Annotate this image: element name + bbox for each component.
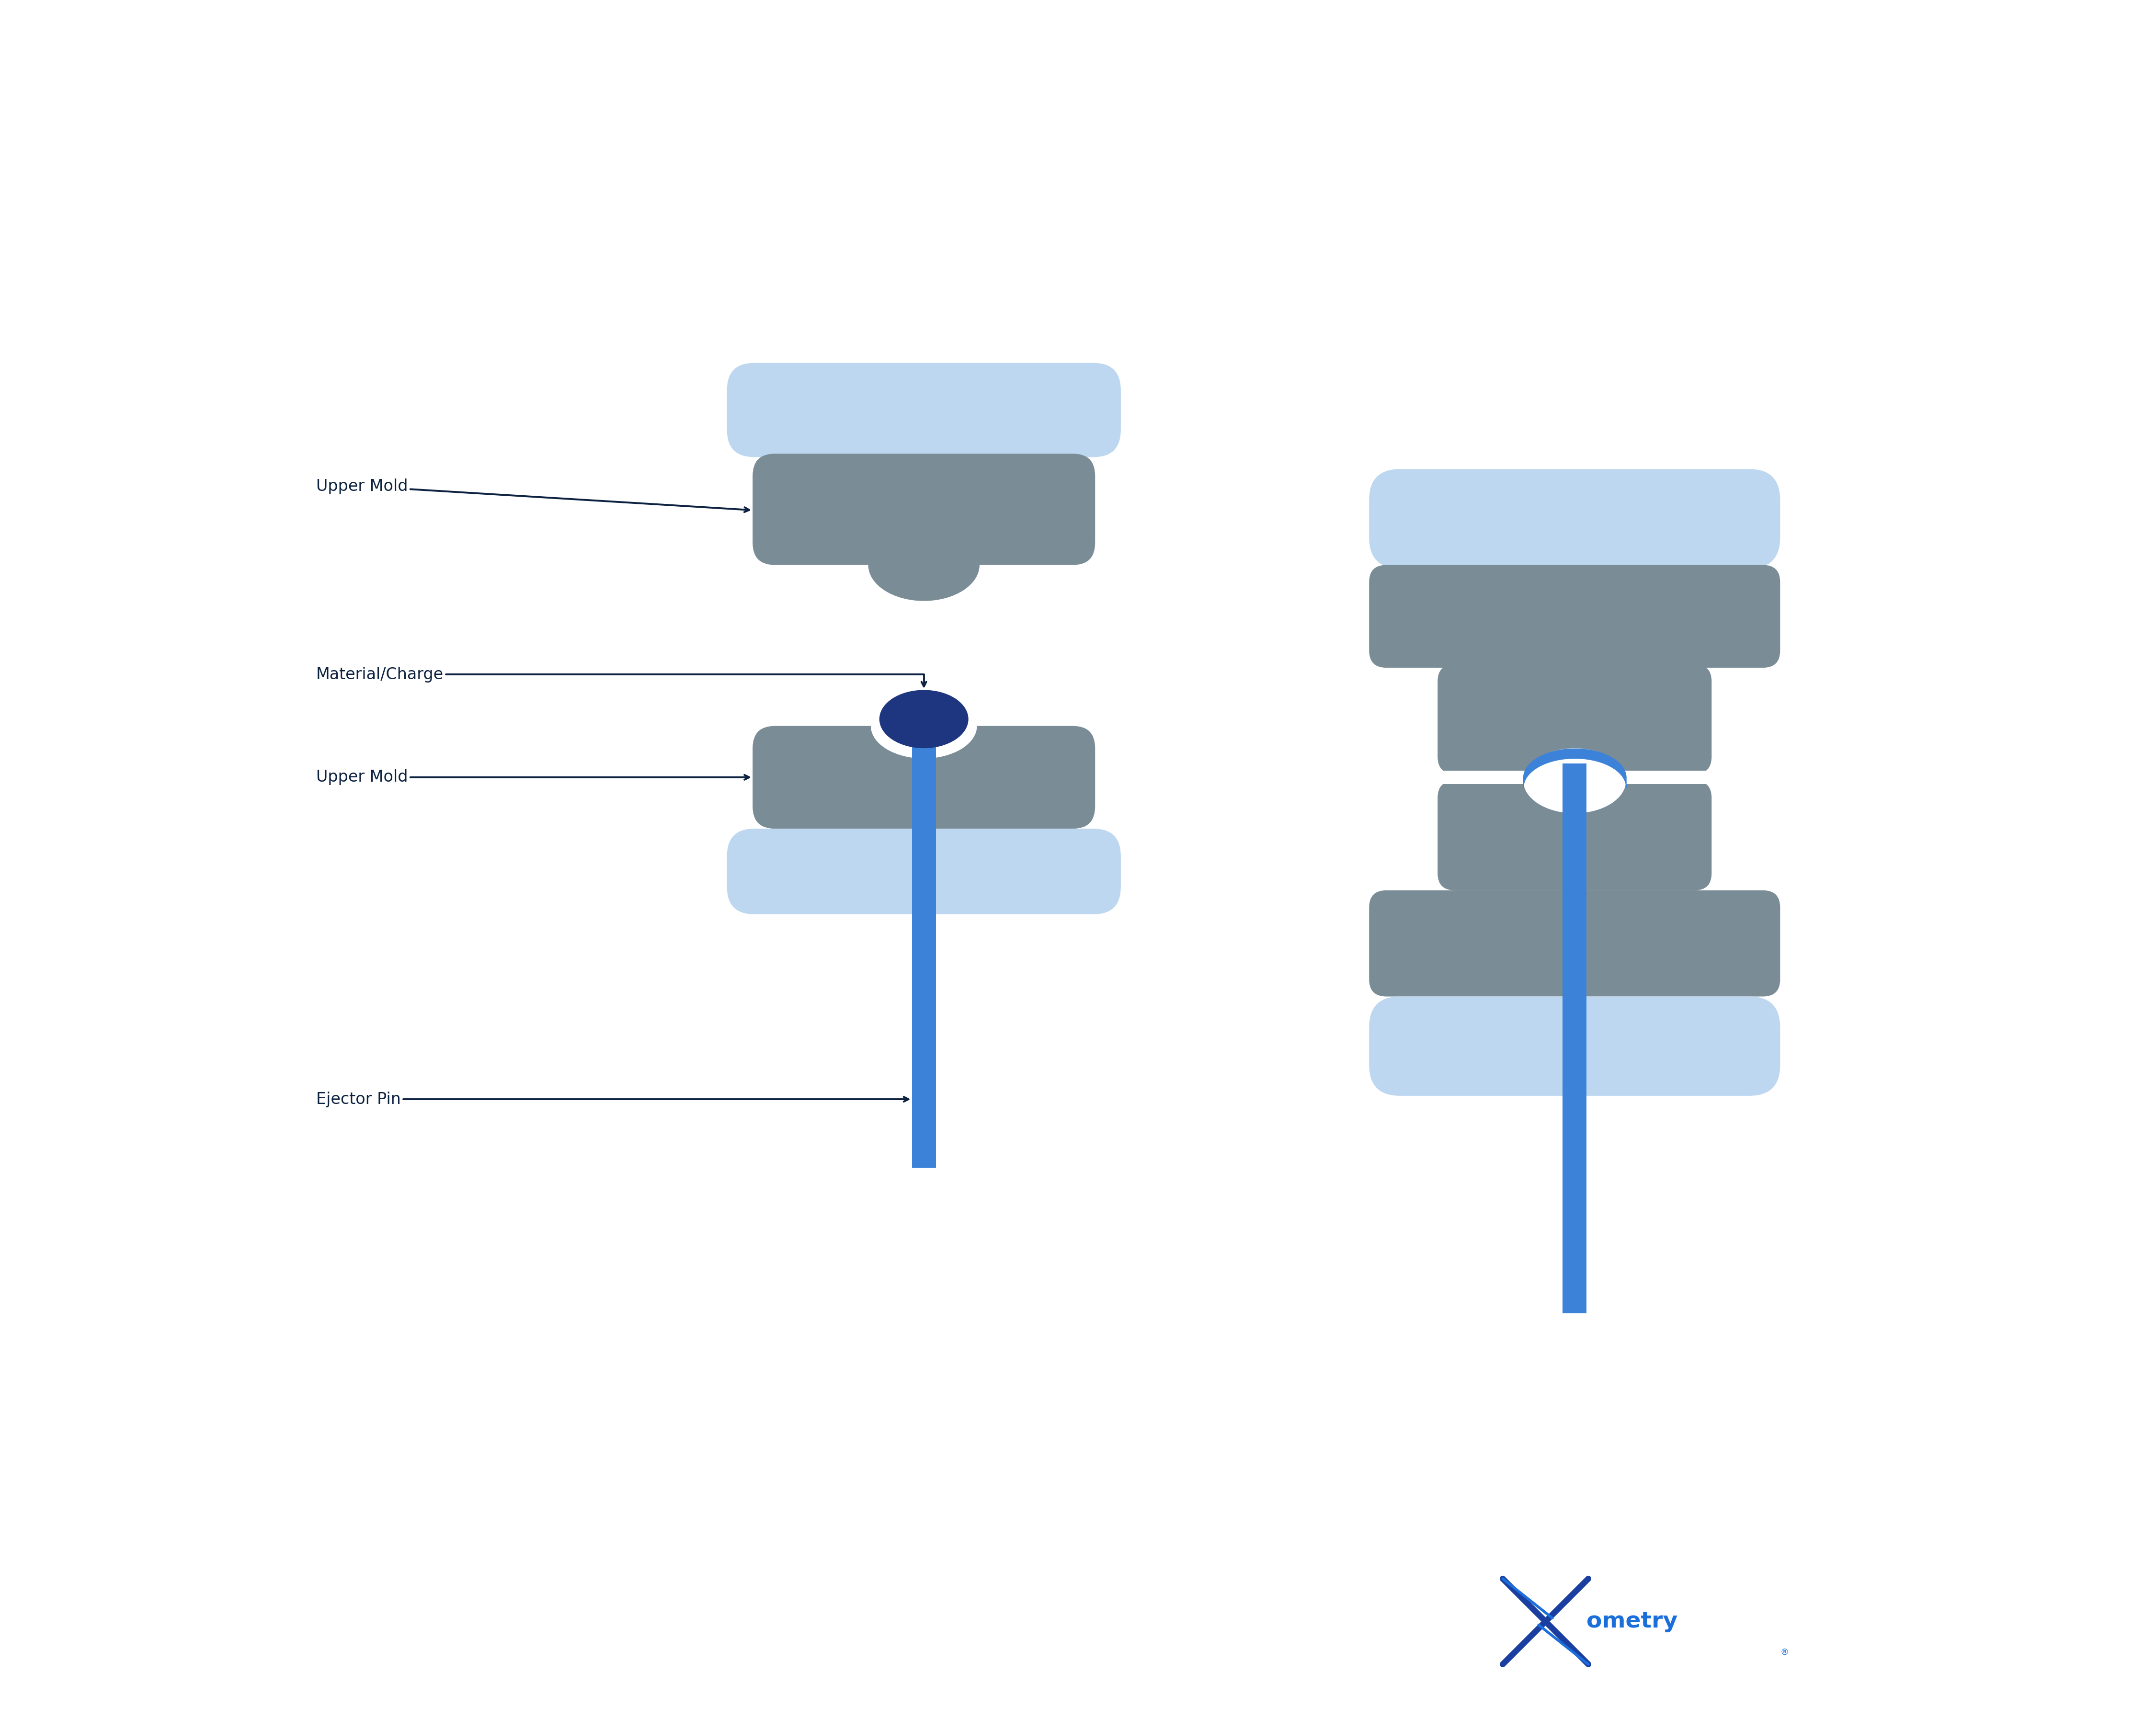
Text: Ejector Pin: Ejector Pin [317,1092,908,1107]
Bar [1561,767,1589,784]
Bar [1563,1095,1587,1313]
Bar [912,829,936,915]
Ellipse shape [871,693,977,758]
FancyBboxPatch shape [1369,890,1781,997]
FancyBboxPatch shape [1438,664,1712,774]
Text: Upper Mold: Upper Mold [317,770,750,786]
Bar [912,725,936,829]
Bar [912,915,936,1167]
Ellipse shape [880,689,968,748]
FancyBboxPatch shape [752,454,1095,566]
FancyBboxPatch shape [727,829,1121,915]
FancyBboxPatch shape [1369,566,1781,667]
Text: ometry: ometry [1587,1611,1677,1633]
Ellipse shape [1524,748,1626,813]
Bar [1563,890,1587,997]
Text: Upper Mold: Upper Mold [317,478,750,512]
Bar [1563,763,1587,784]
FancyBboxPatch shape [1369,997,1781,1095]
Ellipse shape [869,529,979,602]
FancyBboxPatch shape [752,725,1095,829]
Text: Material/Charge: Material/Charge [317,667,927,686]
FancyBboxPatch shape [1438,780,1712,890]
FancyBboxPatch shape [1369,469,1781,569]
Text: ®: ® [1781,1649,1789,1657]
Bar [1563,780,1587,890]
Bar [1563,997,1587,1095]
Bar [912,719,936,774]
Bar [1360,770,1798,784]
Ellipse shape [1524,741,1626,806]
FancyBboxPatch shape [727,363,1121,457]
